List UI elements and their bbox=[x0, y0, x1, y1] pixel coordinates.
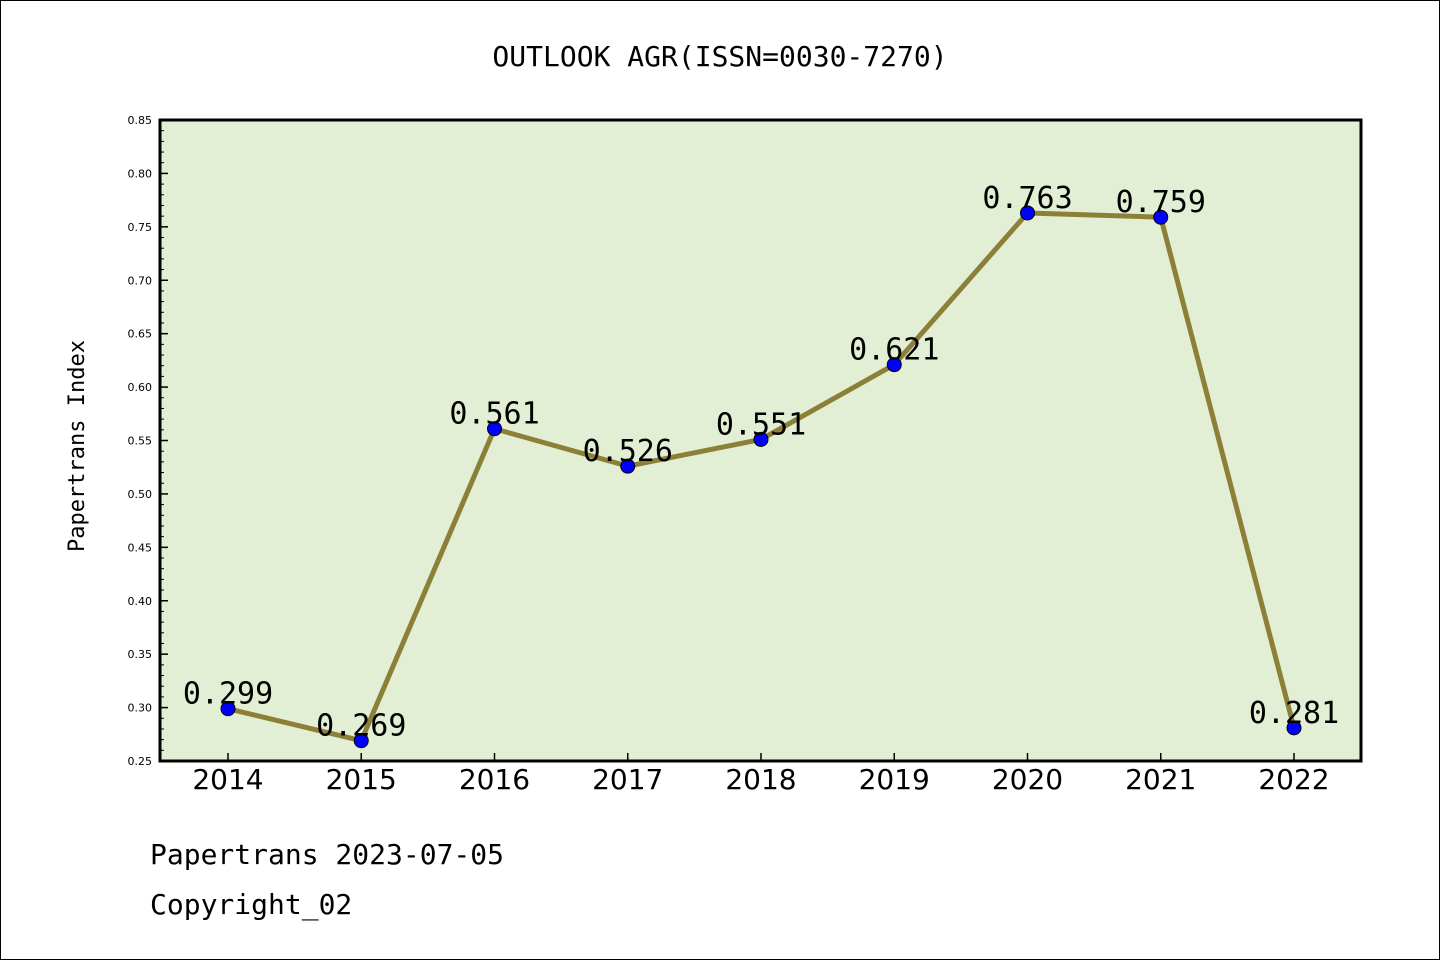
data-labels: 0.299 0.269 0.561 0.526 0.551 0.621 0.763 0.759… bbox=[183, 181, 1339, 744]
x-tick-label: 2022 bbox=[1258, 763, 1329, 796]
y-tick-label: 0.45 bbox=[128, 541, 153, 554]
y-tick-label: 0.60 bbox=[128, 381, 153, 394]
y-tick-label: 0.55 bbox=[128, 435, 153, 448]
footer-copyright: Copyright_02 bbox=[150, 888, 352, 922]
data-point bbox=[220, 701, 236, 717]
data-point bbox=[353, 733, 369, 749]
x-tick-label: 2018 bbox=[725, 763, 796, 796]
data-point bbox=[753, 431, 769, 447]
x-tick-label: 2021 bbox=[1125, 763, 1196, 796]
data-label: 0.561 bbox=[449, 397, 539, 432]
y-tick-label: 0.25 bbox=[128, 755, 153, 768]
y-tick-label: 0.80 bbox=[128, 167, 153, 180]
data-label: 0.759 bbox=[1116, 185, 1206, 220]
x-tick-label: 2020 bbox=[992, 763, 1063, 796]
data-point bbox=[886, 357, 902, 373]
data-point bbox=[1153, 209, 1169, 225]
x-tick-label: 2014 bbox=[192, 763, 263, 796]
y-tick-label: 0.40 bbox=[128, 595, 153, 608]
y-tick-label: 0.75 bbox=[128, 221, 153, 234]
x-tick-label: 2019 bbox=[859, 763, 930, 796]
y-tick-label: 0.30 bbox=[128, 702, 153, 715]
data-label: 0.526 bbox=[583, 434, 673, 469]
data-label: 0.763 bbox=[982, 181, 1072, 216]
data-point bbox=[487, 421, 502, 437]
x-tick-label: 2016 bbox=[459, 763, 530, 796]
x-tick-label: 2017 bbox=[592, 763, 663, 796]
chart-title: OUTLOOK AGR(ISSN=0030-7270) bbox=[492, 40, 947, 73]
data-label: 0.551 bbox=[716, 407, 806, 442]
y-tick-label: 0.85 bbox=[128, 114, 153, 127]
y-tick-label: 0.35 bbox=[128, 648, 153, 661]
data-point bbox=[1020, 205, 1035, 221]
data-point bbox=[1286, 720, 1302, 736]
y-tick-label: 0.65 bbox=[128, 328, 153, 341]
y-tick-label: 0.50 bbox=[128, 488, 153, 501]
data-label: 0.299 bbox=[183, 677, 273, 712]
data-label: 0.269 bbox=[316, 709, 406, 744]
y-tick-label: 0.70 bbox=[128, 274, 153, 287]
footer-date: Papertrans 2023-07-05 bbox=[150, 838, 504, 871]
data-label: 0.281 bbox=[1249, 696, 1339, 731]
x-tick-label: 2015 bbox=[326, 763, 397, 796]
y-axis-label: Papertrans Index bbox=[65, 340, 90, 552]
data-point bbox=[620, 458, 636, 474]
plot-frame bbox=[158, 118, 1363, 763]
data-label: 0.621 bbox=[849, 333, 939, 368]
x-axis-ticks: 2014 2015 2016 2017 2018 2019 2020 2021 2022 bbox=[192, 753, 1330, 796]
data-markers bbox=[220, 205, 1302, 749]
y-axis-ticks: 0.25 0.30 0.35 0.40 0.45 0.50 0.55 0.60 0.65 0.70… bbox=[128, 114, 168, 768]
